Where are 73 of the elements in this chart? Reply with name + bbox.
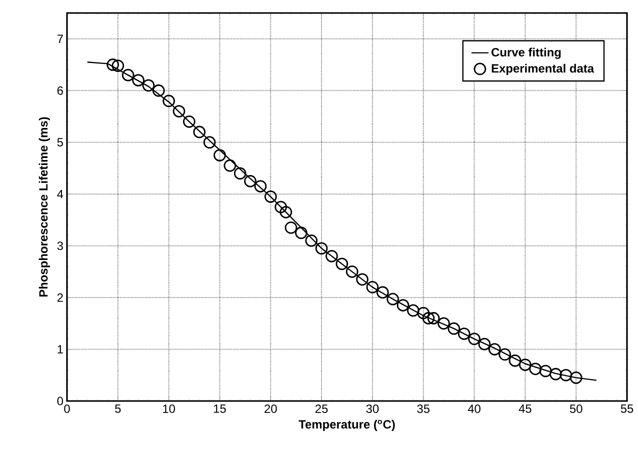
point: [529, 362, 542, 376]
point: [224, 159, 236, 172]
point: [106, 58, 119, 71]
point: [570, 372, 582, 384]
point: [366, 281, 379, 294]
point: [376, 286, 389, 299]
point: [326, 250, 338, 262]
point: [539, 364, 552, 378]
point: [274, 200, 287, 214]
y-tick-label: 2: [57, 293, 63, 302]
x-tick-label: 25: [315, 404, 328, 413]
point: [519, 358, 532, 371]
y-tick-label: 3: [57, 242, 63, 250]
point: [280, 206, 292, 218]
y-tick-label: 0: [57, 396, 64, 406]
y-axis-title: Phosphorescence Lifetime (ms): [38, 117, 50, 297]
x-tick-label: 10: [163, 404, 176, 413]
point: [560, 368, 572, 382]
x-axis-title: Temperature ($^{o}$C): [298, 420, 395, 431]
point: [152, 84, 165, 97]
point: [498, 348, 511, 361]
point: [427, 312, 440, 324]
legend-label: Experimental data: [492, 64, 594, 76]
point: [264, 190, 277, 203]
point: [112, 60, 124, 72]
y-tick-label: 6: [57, 86, 63, 95]
x-tick-label: 15: [214, 404, 226, 413]
point: [183, 115, 196, 128]
point: [407, 304, 420, 317]
point: [438, 317, 450, 330]
point: [284, 222, 298, 234]
point: [122, 68, 134, 82]
x-tick-label: 35: [417, 404, 430, 413]
point: [172, 105, 186, 118]
point: [508, 354, 522, 367]
point: [550, 368, 562, 380]
x-tick-label: 5: [115, 404, 121, 413]
point: [132, 74, 144, 86]
point: [214, 149, 226, 162]
point: [346, 265, 358, 278]
x-tick-label: 0: [64, 404, 70, 413]
y-tick-label: 1: [58, 345, 63, 354]
x-tick-label: 40: [468, 404, 480, 413]
point: [254, 180, 267, 192]
point: [386, 292, 399, 306]
y-tick-label: 4: [57, 190, 64, 198]
point: [422, 312, 435, 324]
y-tick-label: 7: [57, 34, 63, 43]
x-tick-label: 55: [620, 404, 634, 413]
point: [193, 126, 206, 138]
point: [295, 226, 308, 240]
point: [448, 322, 460, 335]
point: [244, 174, 256, 188]
legend-label: Curve fitting: [492, 48, 561, 59]
point: [356, 273, 368, 286]
x-tick-label: 20: [264, 404, 277, 413]
point: [417, 306, 430, 320]
point: [336, 258, 348, 270]
y-tick-label: 5: [57, 138, 63, 146]
x-tick-label: 30: [366, 404, 379, 413]
point: [468, 332, 480, 346]
point: [488, 343, 501, 356]
point: [305, 234, 318, 247]
x-tick-label: 50: [570, 404, 582, 413]
point: [203, 136, 216, 149]
point: [234, 167, 246, 180]
point: [315, 242, 328, 255]
x-tick-label: 45: [518, 404, 532, 413]
point: [396, 299, 410, 312]
point: [142, 79, 155, 92]
point: [478, 338, 491, 350]
point: [162, 94, 175, 108]
point: [458, 328, 470, 340]
